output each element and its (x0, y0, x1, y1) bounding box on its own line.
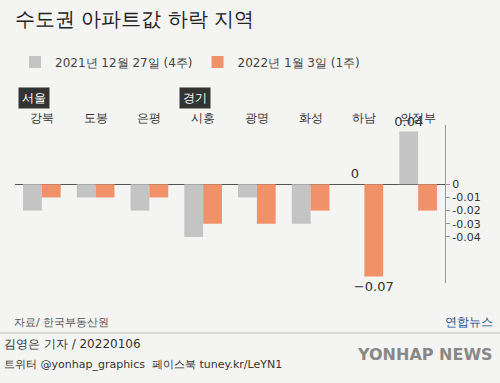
svg-text:시흥: 시흥 (191, 111, 215, 125)
svg-text:도봉: 도봉 (84, 111, 108, 125)
svg-text:은평: 은평 (137, 111, 161, 125)
svg-text:트위터 @yonhap_graphics 페이스북 tun: 트위터 @yonhap_graphics 페이스북 tuney.kr/LeYN1 (4, 358, 282, 371)
svg-text:수도권 아파트값 하락 지역: 수도권 아파트값 하락 지역 (15, 7, 254, 31)
svg-text:0: 0 (452, 178, 459, 191)
svg-text:-0.03: -0.03 (452, 218, 480, 231)
svg-text:0: 0 (351, 166, 359, 181)
svg-text:경기: 경기 (183, 91, 207, 105)
svg-text:서울: 서울 (22, 91, 46, 105)
svg-text:-0.02: -0.02 (452, 204, 480, 217)
svg-text:화성: 화성 (299, 111, 323, 125)
svg-text:하남: 하남 (352, 111, 376, 125)
svg-text:연합뉴스: 연합뉴스 (445, 315, 493, 329)
svg-text:-0.04: -0.04 (452, 231, 480, 244)
svg-text:0.04: 0.04 (394, 114, 423, 129)
svg-text:−0.07: −0.07 (354, 279, 394, 294)
svg-text:2021년 12월 27일 (4주): 2021년 12월 27일 (4주) (55, 56, 193, 70)
svg-text:자료/ 한국부동산원: 자료/ 한국부동산원 (14, 316, 109, 329)
svg-text:강북: 강북 (30, 111, 54, 125)
svg-text:YONHAP NEWS: YONHAP NEWS (357, 345, 493, 364)
svg-text:김영은 기자 / 20220106: 김영은 기자 / 20220106 (4, 337, 141, 351)
svg-text:의정부: 의정부 (400, 111, 436, 125)
svg-text:-0.01: -0.01 (452, 191, 480, 204)
svg-text:2022년 1월 3일 (1주): 2022년 1월 3일 (1주) (238, 56, 360, 70)
svg-text:광명: 광명 (245, 111, 269, 125)
